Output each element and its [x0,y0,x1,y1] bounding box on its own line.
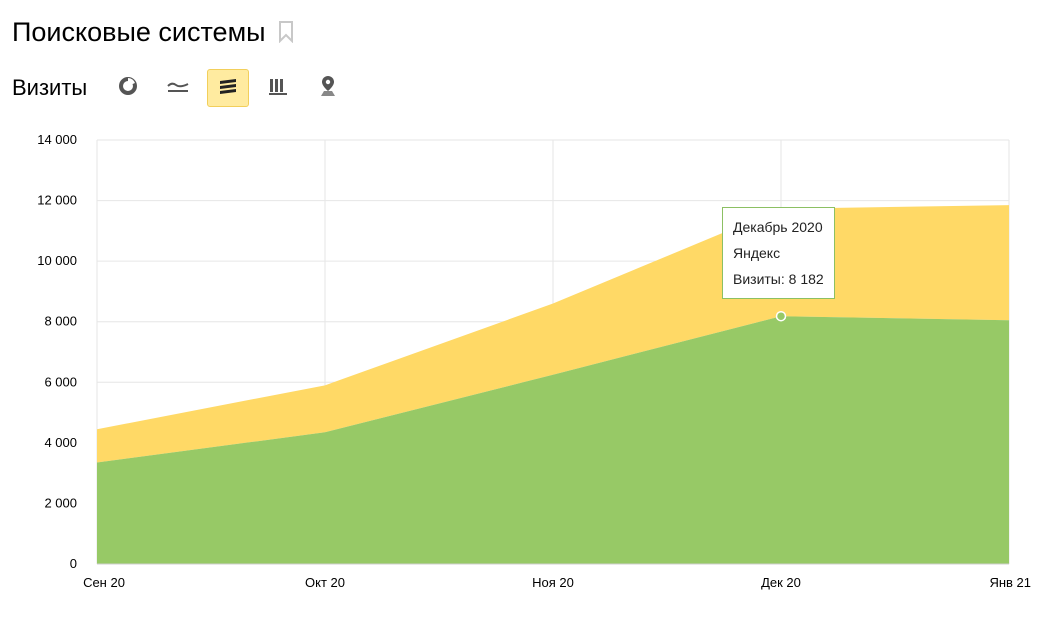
title-row: Поисковые системы [12,12,294,52]
tooltip-title: Декабрь 2020 [733,219,823,236]
y-tick-label: 6 000 [44,374,77,389]
pie-chart-icon [118,76,138,101]
line-chart-icon [167,78,189,99]
stacked-area-chart-button[interactable] [207,69,250,107]
x-tick-label: Янв 21 [989,575,1031,590]
metric-label: Визиты [12,75,88,100]
stacked-area-chart-icon [218,76,238,101]
highlight-point [775,310,787,322]
bar-chart-icon [268,76,288,101]
y-tick-label: 14 000 [37,132,77,147]
x-tick-label: Окт 20 [305,575,345,590]
y-tick-label: 0 [70,556,77,571]
tooltip-value: Визиты: 8 182 [733,271,824,288]
map-button[interactable] [307,69,349,107]
map-icon [318,75,338,102]
line-chart-button[interactable] [157,69,199,107]
x-tick-label: Дек 20 [761,575,801,590]
chart-toolbar: Визиты [12,68,357,108]
y-tick-label: 8 000 [44,314,77,329]
stacked-area-chart: 0 2 000 4 000 6 000 8 000 10 000 12 000 14 000 С… [37,132,1031,590]
series-area-yandex [97,316,1009,564]
x-tick-label: Сен 20 [83,575,125,590]
y-tick-label: 12 000 [37,193,77,208]
y-tick-label: 2 000 [44,495,77,510]
bookmark-icon[interactable] [278,21,294,43]
pie-chart-button[interactable] [107,69,149,107]
chart-tooltip: Декабрь 2020 Яндекс Визиты: 8 182 [722,207,835,300]
tooltip-series: Яндекс [733,245,781,262]
bar-chart-button[interactable] [257,69,299,107]
x-tick-label: Ноя 20 [532,575,574,590]
y-tick-label: 4 000 [44,435,77,450]
y-tick-label: 10 000 [37,253,77,268]
page-title: Поисковые системы [12,16,266,47]
